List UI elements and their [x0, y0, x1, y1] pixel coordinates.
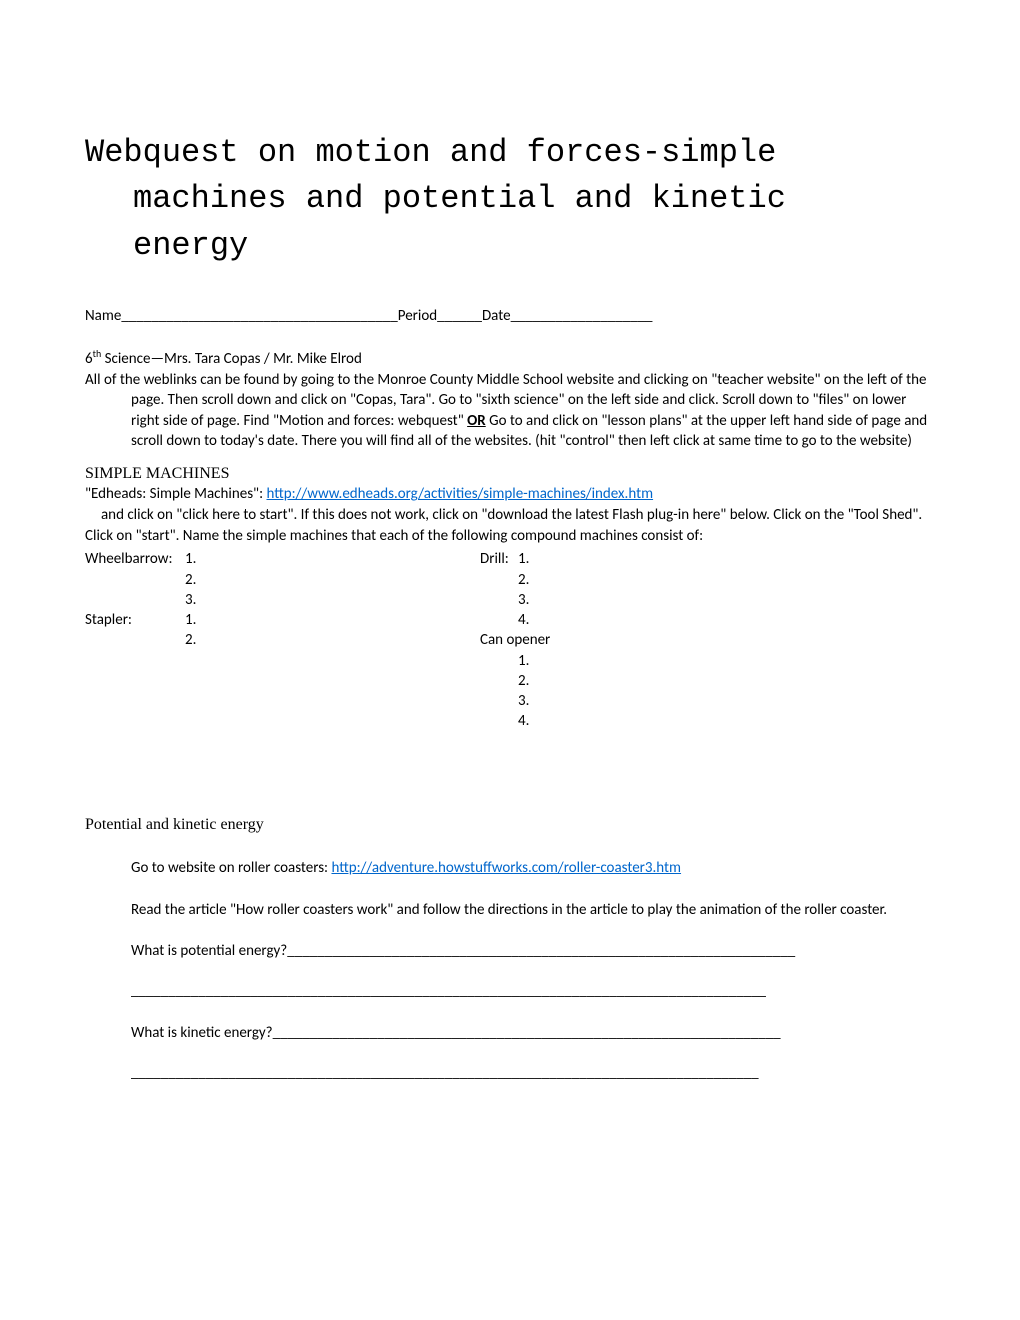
- edheads-link[interactable]: http://www.edheads.org/activities/simple…: [266, 485, 653, 503]
- wheelbarrow-2: 2.: [85, 570, 480, 590]
- stapler-row: Stapler: 1.: [85, 610, 480, 630]
- goto-label: Go to website on roller coasters:: [131, 859, 331, 877]
- name-label: Name: [85, 307, 121, 325]
- q2-line: What is kinetic energy?_________________…: [85, 1024, 935, 1042]
- title-line-1: Webquest on motion and forces-simple: [85, 130, 935, 176]
- wheelbarrow-3: 3.: [85, 590, 480, 610]
- wheelbarrow-row: Wheelbarrow: 1.: [85, 549, 480, 569]
- title-line-2: machines and potential and kinetic: [85, 176, 935, 222]
- name-period-date-line: Name____________________________________…: [85, 307, 935, 325]
- title-line-3: energy: [85, 223, 935, 269]
- date-label: Date: [482, 307, 511, 325]
- name-blank: _____________________________________: [121, 307, 397, 325]
- grade-number: 6: [85, 350, 93, 368]
- drill-1: 1.: [518, 549, 529, 569]
- edheads-label: "Edheads: Simple Machines":: [85, 485, 266, 503]
- canopener-3: 3.: [480, 691, 935, 711]
- stapler-label: Stapler:: [85, 610, 185, 630]
- q2-blank-line: ________________________________________…: [85, 1064, 935, 1082]
- drill-row: Drill: 1.: [480, 549, 935, 569]
- wheelbarrow-label: Wheelbarrow:: [85, 549, 185, 569]
- drill-3: 3.: [480, 590, 935, 610]
- canopener-2: 2.: [480, 671, 935, 691]
- drill-label: Drill:: [480, 549, 518, 569]
- machines-left-column: Wheelbarrow: 1. 2. 3. Stapler: 1. 2.: [85, 549, 480, 731]
- stapler-2: 2.: [85, 630, 480, 650]
- canopener-1: 1.: [480, 651, 935, 671]
- q1-blank: ________________________________________…: [287, 942, 795, 960]
- period-label: Period: [398, 307, 437, 325]
- machines-right-column: Drill: 1. 2. 3. 4. Can opener 1. 2. 3. 4…: [480, 549, 935, 731]
- q2-label: What is kinetic energy?: [131, 1024, 273, 1042]
- document-title: Webquest on motion and forces-simple mac…: [85, 130, 935, 269]
- teacher-text: Science—Mrs. Tara Copas / Mr. Mike Elrod: [101, 350, 362, 368]
- drill-2: 2.: [480, 570, 935, 590]
- edheads-line: "Edheads: Simple Machines": http://www.e…: [85, 485, 935, 503]
- q1-blank-line: ________________________________________…: [85, 982, 935, 1000]
- stapler-1: 1.: [185, 610, 196, 630]
- read-paragraph: Read the article "How roller coasters wo…: [85, 900, 935, 920]
- date-blank: ___________________: [511, 307, 653, 325]
- coaster-link[interactable]: http://adventure.howstuffworks.com/rolle…: [331, 859, 681, 877]
- potential-kinetic-header: Potential and kinetic energy: [85, 816, 935, 834]
- machines-grid: Wheelbarrow: 1. 2. 3. Stapler: 1. 2. Dri…: [85, 549, 935, 731]
- wheelbarrow-1: 1.: [185, 549, 196, 569]
- teacher-line: 6th Science—Mrs. Tara Copas / Mr. Mike E…: [85, 347, 935, 368]
- instructions-or: OR: [467, 412, 486, 430]
- q2-blank: ________________________________________…: [273, 1024, 781, 1042]
- goto-line: Go to website on roller coasters: http:/…: [85, 858, 935, 878]
- q1-line: What is potential energy?_______________…: [85, 942, 935, 960]
- grade-suffix: th: [93, 347, 102, 360]
- canopener-4: 4.: [480, 711, 935, 731]
- click-start-line: Click on "start". Name the simple machin…: [85, 527, 935, 545]
- canopener-label: Can opener: [480, 630, 935, 650]
- q1-label: What is potential energy?: [131, 942, 287, 960]
- simple-machines-header: SIMPLE MACHINES: [85, 465, 935, 483]
- drill-4: 4.: [480, 610, 935, 630]
- sub-instructions: and click on "click here to start". If t…: [85, 505, 935, 525]
- instructions-paragraph: All of the weblinks can be found by goin…: [85, 370, 935, 451]
- period-blank: ______: [437, 307, 482, 325]
